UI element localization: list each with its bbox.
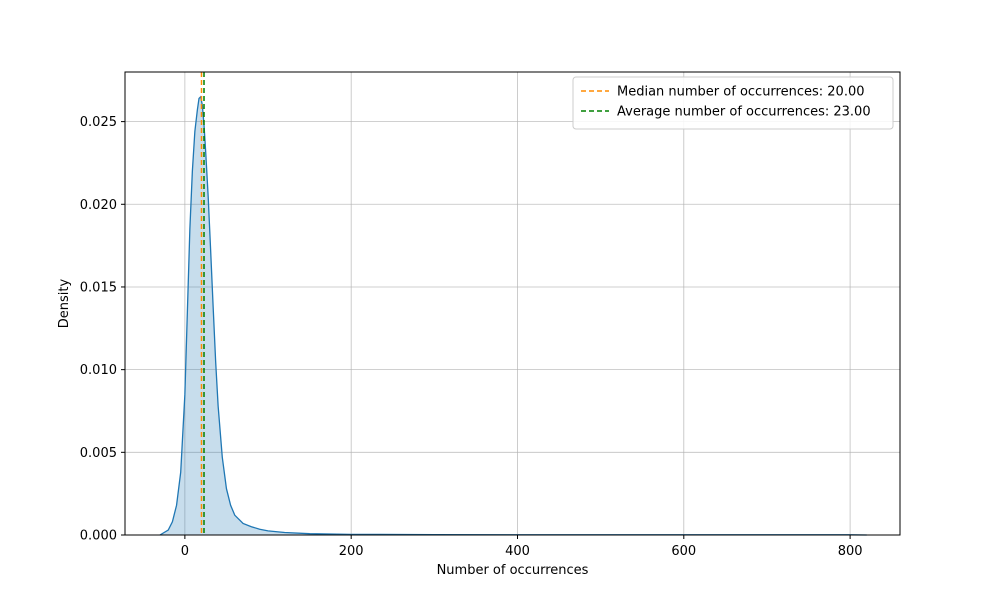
y-axis-title: Density xyxy=(57,278,72,328)
x-tick-label: 400 xyxy=(505,544,530,559)
y-tick-label: 0.015 xyxy=(80,280,117,295)
x-tick-label: 600 xyxy=(671,544,696,559)
x-tick-label: 0 xyxy=(181,544,189,559)
x-tick-label: 200 xyxy=(339,544,364,559)
legend: Median number of occurrences: 20.00 Avera… xyxy=(572,76,894,130)
y-tick-label: 0.000 xyxy=(80,529,117,544)
x-axis-title: Number of occurrences xyxy=(437,563,589,578)
y-tick-label: 0.020 xyxy=(80,198,117,213)
x-tick-label: 800 xyxy=(838,544,863,559)
y-tick-label: 0.025 xyxy=(80,115,117,130)
plot-frame xyxy=(124,71,901,536)
legend-box xyxy=(572,76,894,130)
legend-average-label: Average number of occurrences: 23.00 xyxy=(617,105,871,120)
y-tick-label: 0.005 xyxy=(80,446,117,461)
y-tick-label: 0.010 xyxy=(80,363,117,378)
legend-median-label: Median number of occurrences: 20.00 xyxy=(617,85,865,100)
axis-ticks: 0 200 400 600 800 0.000 0.005 0.010 0.015 0.020 0.… xyxy=(80,115,863,559)
